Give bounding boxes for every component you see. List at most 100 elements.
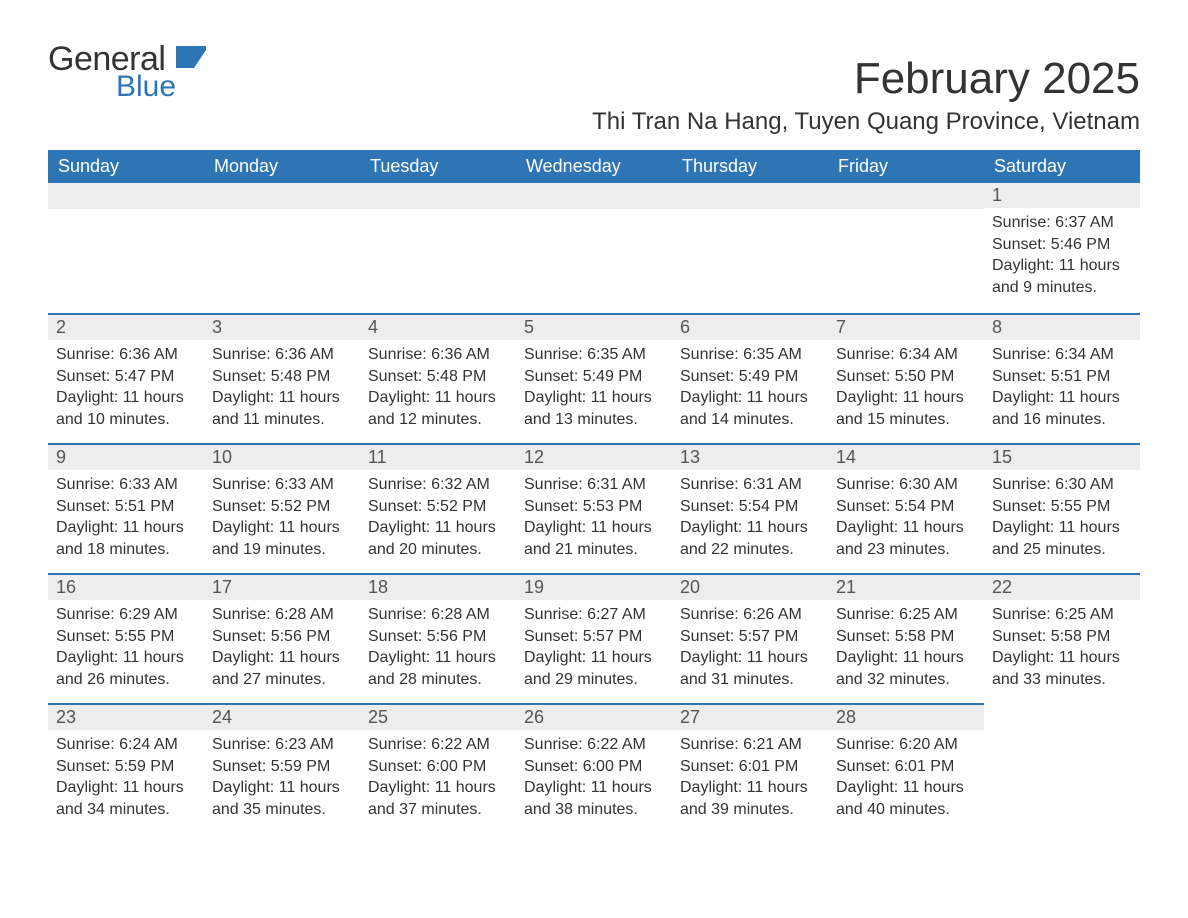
calendar-cell: 21Sunrise: 6:25 AMSunset: 5:58 PMDayligh… [828,573,984,703]
calendar-cell: 28Sunrise: 6:20 AMSunset: 6:01 PMDayligh… [828,703,984,833]
day-number: 25 [360,703,516,730]
logo-text-blue: Blue [116,70,176,104]
calendar-cell: 7Sunrise: 6:34 AMSunset: 5:50 PMDaylight… [828,313,984,443]
day-details: Sunrise: 6:36 AMSunset: 5:48 PMDaylight:… [204,340,360,440]
daylight-text: Daylight: 11 hours and 35 minutes. [212,777,352,820]
sunrise-text: Sunrise: 6:28 AM [212,604,352,626]
daylight-text: Daylight: 11 hours and 11 minutes. [212,387,352,430]
weekday-header: Thursday [672,150,828,183]
daylight-text: Daylight: 11 hours and 25 minutes. [992,517,1132,560]
day-details: Sunrise: 6:35 AMSunset: 5:49 PMDaylight:… [516,340,672,440]
calendar-cell: 8Sunrise: 6:34 AMSunset: 5:51 PMDaylight… [984,313,1140,443]
sunrise-text: Sunrise: 6:33 AM [56,474,196,496]
sunset-text: Sunset: 6:00 PM [368,756,508,778]
day-number: 22 [984,573,1140,600]
daylight-text: Daylight: 11 hours and 28 minutes. [368,647,508,690]
day-number: 20 [672,573,828,600]
sunrise-text: Sunrise: 6:31 AM [680,474,820,496]
sunrise-text: Sunrise: 6:25 AM [992,604,1132,626]
sunrise-text: Sunrise: 6:33 AM [212,474,352,496]
calendar-cell [516,183,672,313]
day-details: Sunrise: 6:36 AMSunset: 5:47 PMDaylight:… [48,340,204,440]
sunset-text: Sunset: 5:48 PM [368,366,508,388]
sunrise-text: Sunrise: 6:36 AM [56,344,196,366]
day-details: Sunrise: 6:25 AMSunset: 5:58 PMDaylight:… [828,600,984,700]
calendar-cell: 11Sunrise: 6:32 AMSunset: 5:52 PMDayligh… [360,443,516,573]
calendar-cell: 16Sunrise: 6:29 AMSunset: 5:55 PMDayligh… [48,573,204,703]
day-details: Sunrise: 6:33 AMSunset: 5:51 PMDaylight:… [48,470,204,570]
sunset-text: Sunset: 5:51 PM [992,366,1132,388]
sunset-text: Sunset: 6:01 PM [680,756,820,778]
calendar-cell [204,183,360,313]
day-details: Sunrise: 6:24 AMSunset: 5:59 PMDaylight:… [48,730,204,830]
sunset-text: Sunset: 5:51 PM [56,496,196,518]
sunset-text: Sunset: 5:58 PM [992,626,1132,648]
sunset-text: Sunset: 6:00 PM [524,756,664,778]
day-details: Sunrise: 6:30 AMSunset: 5:54 PMDaylight:… [828,470,984,570]
page-title: February 2025 [854,54,1140,104]
sunrise-text: Sunrise: 6:23 AM [212,734,352,756]
logo-flag-icon [176,46,210,73]
calendar-cell: 13Sunrise: 6:31 AMSunset: 5:54 PMDayligh… [672,443,828,573]
daylight-text: Daylight: 11 hours and 29 minutes. [524,647,664,690]
day-number: 10 [204,443,360,470]
calendar-cell: 12Sunrise: 6:31 AMSunset: 5:53 PMDayligh… [516,443,672,573]
calendar-cell: 20Sunrise: 6:26 AMSunset: 5:57 PMDayligh… [672,573,828,703]
day-number: 5 [516,313,672,340]
sunrise-text: Sunrise: 6:26 AM [680,604,820,626]
sunrise-text: Sunrise: 6:32 AM [368,474,508,496]
sunrise-text: Sunrise: 6:36 AM [212,344,352,366]
sunset-text: Sunset: 5:54 PM [680,496,820,518]
day-number: 9 [48,443,204,470]
weekday-header: Saturday [984,150,1140,183]
calendar-cell: 5Sunrise: 6:35 AMSunset: 5:49 PMDaylight… [516,313,672,443]
daylight-text: Daylight: 11 hours and 19 minutes. [212,517,352,560]
day-number: 8 [984,313,1140,340]
sunset-text: Sunset: 5:57 PM [524,626,664,648]
daylight-text: Daylight: 11 hours and 18 minutes. [56,517,196,560]
calendar-cell [48,183,204,313]
calendar-week-row: 1Sunrise: 6:37 AMSunset: 5:46 PMDaylight… [48,183,1140,313]
day-details: Sunrise: 6:22 AMSunset: 6:00 PMDaylight:… [360,730,516,830]
day-number: 26 [516,703,672,730]
day-details: Sunrise: 6:27 AMSunset: 5:57 PMDaylight:… [516,600,672,700]
logo: General Blue [48,40,208,104]
calendar-cell: 18Sunrise: 6:28 AMSunset: 5:56 PMDayligh… [360,573,516,703]
daylight-text: Daylight: 11 hours and 10 minutes. [56,387,196,430]
calendar-week-row: 9Sunrise: 6:33 AMSunset: 5:51 PMDaylight… [48,443,1140,573]
day-details: Sunrise: 6:25 AMSunset: 5:58 PMDaylight:… [984,600,1140,700]
sunset-text: Sunset: 5:55 PM [992,496,1132,518]
daylight-text: Daylight: 11 hours and 20 minutes. [368,517,508,560]
day-number: 12 [516,443,672,470]
calendar-cell [828,183,984,313]
day-number: 15 [984,443,1140,470]
sunset-text: Sunset: 5:50 PM [836,366,976,388]
day-number: 21 [828,573,984,600]
sunset-text: Sunset: 5:52 PM [368,496,508,518]
day-details: Sunrise: 6:29 AMSunset: 5:55 PMDaylight:… [48,600,204,700]
day-number: 13 [672,443,828,470]
day-details: Sunrise: 6:21 AMSunset: 6:01 PMDaylight:… [672,730,828,830]
sunrise-text: Sunrise: 6:37 AM [992,212,1132,234]
calendar-cell: 2Sunrise: 6:36 AMSunset: 5:47 PMDaylight… [48,313,204,443]
sunset-text: Sunset: 5:59 PM [56,756,196,778]
day-number: 2 [48,313,204,340]
sunrise-text: Sunrise: 6:21 AM [680,734,820,756]
calendar-table: SundayMondayTuesdayWednesdayThursdayFrid… [48,150,1140,833]
day-number: 1 [984,183,1140,208]
day-details: Sunrise: 6:31 AMSunset: 5:53 PMDaylight:… [516,470,672,570]
calendar-week-row: 2Sunrise: 6:36 AMSunset: 5:47 PMDaylight… [48,313,1140,443]
weekday-header: Monday [204,150,360,183]
daylight-text: Daylight: 11 hours and 37 minutes. [368,777,508,820]
calendar-cell: 24Sunrise: 6:23 AMSunset: 5:59 PMDayligh… [204,703,360,833]
sunrise-text: Sunrise: 6:35 AM [680,344,820,366]
sunset-text: Sunset: 5:47 PM [56,366,196,388]
day-number: 17 [204,573,360,600]
daylight-text: Daylight: 11 hours and 26 minutes. [56,647,196,690]
day-details: Sunrise: 6:31 AMSunset: 5:54 PMDaylight:… [672,470,828,570]
daylight-text: Daylight: 11 hours and 13 minutes. [524,387,664,430]
sunrise-text: Sunrise: 6:36 AM [368,344,508,366]
daylight-text: Daylight: 11 hours and 14 minutes. [680,387,820,430]
daylight-text: Daylight: 11 hours and 15 minutes. [836,387,976,430]
sunset-text: Sunset: 5:57 PM [680,626,820,648]
